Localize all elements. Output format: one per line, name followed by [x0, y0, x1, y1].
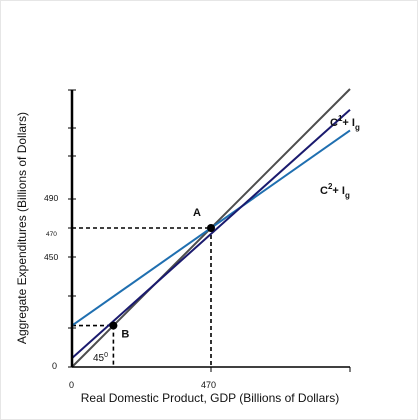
- point-b-marker: [109, 321, 118, 330]
- point-a-label: A: [193, 207, 201, 219]
- y-tick-450: 450: [44, 252, 58, 262]
- series-c2-ig-line: [71, 108, 351, 359]
- x-tick-0: 0: [69, 380, 74, 390]
- label-c1-ig: C1+ Ig: [330, 114, 360, 132]
- label-c2-ig: C2+ Ig: [320, 182, 350, 200]
- x-tick-470: 470: [201, 380, 216, 390]
- y-axis-title: Aggregate Expenditures (Billions of Doll…: [15, 112, 29, 344]
- point-a-marker: [207, 224, 215, 232]
- point-b-label: B: [121, 329, 129, 341]
- y-tick-470: 470: [46, 231, 57, 238]
- label-45-degree: 450: [93, 352, 108, 364]
- y-tick-490: 490: [44, 193, 58, 203]
- y-tick-0: 0: [52, 361, 57, 371]
- x-axis-title: Real Domestic Product, GDP (Billions of …: [81, 391, 340, 405]
